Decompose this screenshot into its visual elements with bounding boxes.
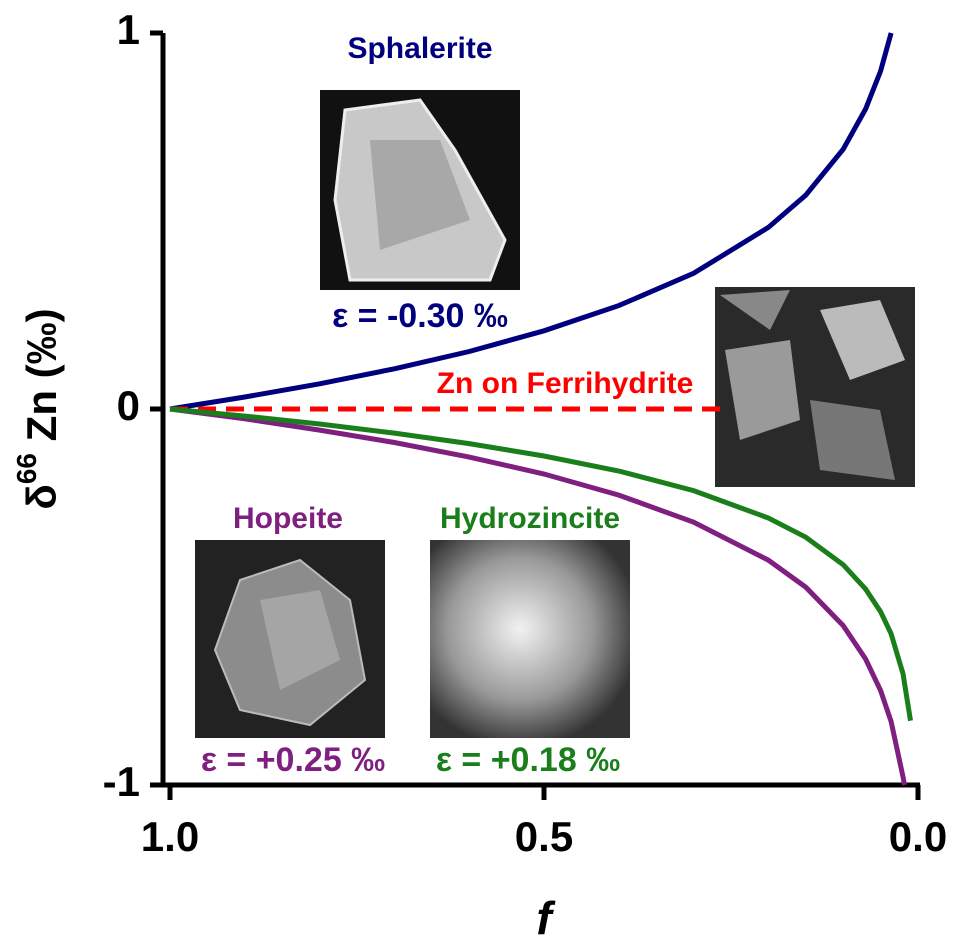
y-label-rest: Zn (‰)	[18, 308, 65, 453]
y-tick-label: -1	[103, 758, 140, 805]
sem-image-sphalerite	[320, 90, 520, 290]
sem-image-ferrihydrite	[715, 287, 915, 487]
series-label: Hydrozincite	[440, 502, 620, 535]
y-label-symbol: δ	[18, 484, 65, 509]
y-axis-label: δ66 Zn (‰)	[11, 308, 65, 509]
chart: δ66 Zn (‰) f 1 0 -11.0 0.5 0.0 Sphalerite Zn o…	[0, 0, 961, 952]
y-label-sup: 66	[11, 453, 42, 484]
sem-image-hydrozincite	[430, 540, 630, 738]
y-tick-label: 1	[117, 6, 140, 53]
x-tick-label: 0.5	[515, 813, 573, 860]
x-tick-label: 0.0	[889, 813, 947, 860]
sem-image-hopeite	[195, 540, 385, 738]
annotation: ε = +0.25 ‰	[201, 741, 385, 779]
series-label: Sphalerite	[347, 32, 492, 65]
x-axis-label: f	[536, 892, 556, 944]
x-tick-label: 1.0	[141, 813, 199, 860]
annotation: ε = -0.30 ‰	[332, 297, 508, 335]
series-label: Zn on Ferrihydrite	[437, 367, 694, 400]
series-label: Hopeite	[233, 502, 343, 535]
y-tick-label: 0	[117, 382, 140, 429]
annotation: ε = +0.18 ‰	[436, 741, 620, 779]
